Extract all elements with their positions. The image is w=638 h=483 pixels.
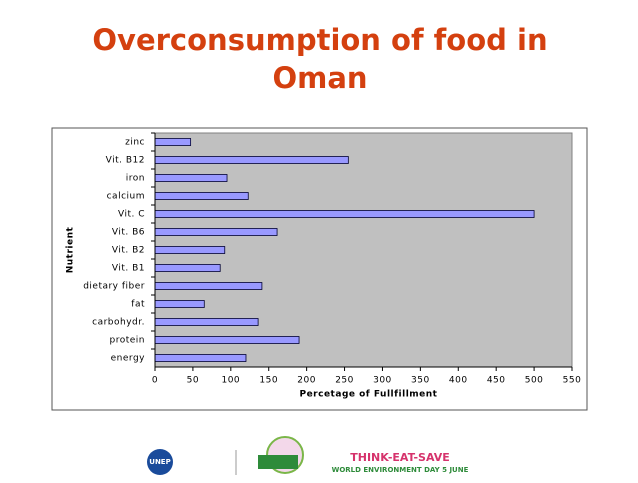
y-axis-label: Nutrient bbox=[66, 227, 76, 274]
y-tick-label: iron bbox=[126, 174, 145, 184]
y-tick-label: energy bbox=[111, 354, 146, 364]
bar bbox=[154, 156, 349, 164]
x-tick-label: 450 bbox=[487, 376, 506, 386]
x-tick-label: 350 bbox=[411, 376, 430, 386]
y-tick-label: protein bbox=[110, 336, 146, 346]
x-tick-label: 100 bbox=[221, 376, 240, 386]
y-tick-label: zinc bbox=[125, 138, 145, 148]
y-tick-label: Vit. B2 bbox=[112, 246, 145, 256]
logo-text: THINK-EAT-SAVE bbox=[350, 451, 449, 464]
x-tick-label: 500 bbox=[525, 376, 544, 386]
bar bbox=[154, 282, 263, 290]
x-tick-label: 250 bbox=[335, 376, 354, 386]
bar bbox=[154, 228, 278, 236]
bar bbox=[154, 318, 259, 326]
bar bbox=[154, 300, 205, 308]
chart-title: Oman bbox=[272, 61, 367, 95]
y-tick-label: Vit. B6 bbox=[112, 228, 145, 238]
y-tick-label: Vit. B1 bbox=[112, 264, 145, 274]
x-tick-label: 550 bbox=[563, 376, 582, 386]
bar bbox=[154, 354, 247, 362]
y-tick-label: Vit. C bbox=[118, 210, 145, 220]
x-tick-label: 0 bbox=[152, 376, 158, 386]
logo-text: WORLD ENVIRONMENT DAY 5 JUNE bbox=[332, 466, 469, 474]
x-tick-label: 300 bbox=[373, 376, 392, 386]
bar bbox=[154, 192, 249, 200]
bar bbox=[154, 138, 192, 146]
x-tick-label: 150 bbox=[259, 376, 278, 386]
bar bbox=[154, 246, 226, 254]
y-tick-label: carbohydr. bbox=[92, 318, 145, 328]
campaign-logo: THINK-EAT-SAVE WORLD ENVIRONMENT DAY 5 J… bbox=[258, 436, 469, 474]
y-tick-label: fat bbox=[131, 300, 145, 310]
logo-text: UNEP bbox=[149, 458, 170, 466]
chart-title: Overconsumption of food in bbox=[92, 23, 547, 57]
x-tick-label: 50 bbox=[187, 376, 199, 386]
y-tick-label: dietary fiber bbox=[83, 282, 145, 292]
x-tick-label: 200 bbox=[297, 376, 316, 386]
y-tick-label: calcium bbox=[107, 192, 145, 202]
bar bbox=[154, 264, 221, 272]
bar bbox=[154, 174, 228, 182]
plot-area bbox=[154, 132, 573, 368]
x-tick-label: 400 bbox=[449, 376, 468, 386]
y-tick-label: Vit. B12 bbox=[106, 156, 145, 166]
bar bbox=[154, 210, 535, 218]
x-axis-label: Percetage of Fullfillment bbox=[299, 390, 437, 400]
unep-logo: UNEP bbox=[147, 449, 237, 475]
bar bbox=[154, 336, 300, 344]
